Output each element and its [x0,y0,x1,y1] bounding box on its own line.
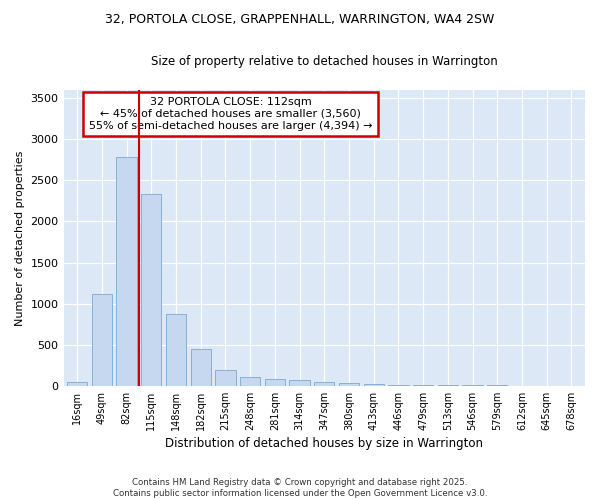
Y-axis label: Number of detached properties: Number of detached properties [15,150,25,326]
Bar [92,294,112,386]
Bar [215,370,236,386]
Title: Size of property relative to detached houses in Warrington: Size of property relative to detached ho… [151,55,497,68]
Bar [116,158,137,386]
Bar [314,382,334,386]
Bar [265,379,285,386]
Bar [67,382,87,386]
Text: 32 PORTOLA CLOSE: 112sqm
← 45% of detached houses are smaller (3,560)
55% of sem: 32 PORTOLA CLOSE: 112sqm ← 45% of detach… [89,98,372,130]
Bar [364,384,384,386]
Bar [388,384,409,386]
Bar [438,385,458,386]
Text: Contains HM Land Registry data © Crown copyright and database right 2025.
Contai: Contains HM Land Registry data © Crown c… [113,478,487,498]
Bar [339,383,359,386]
Bar [166,314,186,386]
Bar [240,377,260,386]
X-axis label: Distribution of detached houses by size in Warrington: Distribution of detached houses by size … [165,437,483,450]
Bar [289,380,310,386]
Text: 32, PORTOLA CLOSE, GRAPPENHALL, WARRINGTON, WA4 2SW: 32, PORTOLA CLOSE, GRAPPENHALL, WARRINGT… [106,12,494,26]
Bar [413,385,433,386]
Bar [191,350,211,386]
Bar [141,194,161,386]
